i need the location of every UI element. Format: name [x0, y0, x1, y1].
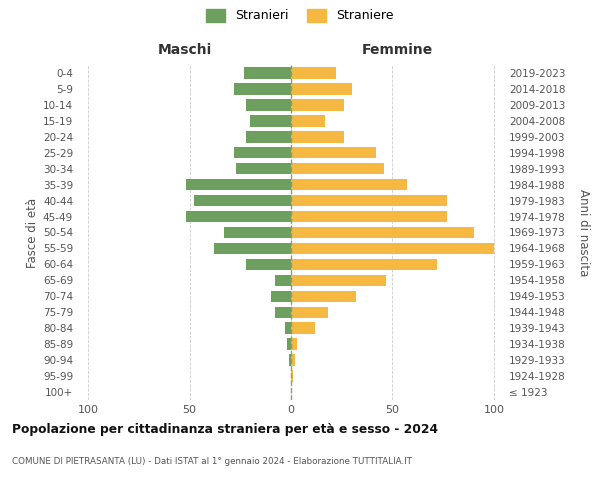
- Bar: [291, 195, 447, 206]
- Bar: [291, 131, 344, 142]
- Bar: [291, 354, 295, 366]
- Bar: [234, 147, 291, 158]
- Bar: [291, 290, 356, 302]
- Bar: [234, 83, 291, 94]
- Bar: [285, 322, 291, 334]
- Bar: [291, 99, 344, 110]
- Bar: [236, 163, 291, 174]
- Bar: [287, 338, 291, 350]
- Bar: [291, 115, 325, 126]
- Y-axis label: Fasce di età: Fasce di età: [26, 198, 39, 268]
- Bar: [185, 179, 291, 190]
- Bar: [185, 211, 291, 222]
- Bar: [291, 163, 385, 174]
- Bar: [194, 195, 291, 206]
- Bar: [247, 258, 291, 270]
- Y-axis label: Anni di nascita: Anni di nascita: [577, 189, 590, 276]
- Bar: [244, 67, 291, 78]
- Bar: [291, 306, 328, 318]
- Bar: [214, 242, 291, 254]
- Bar: [250, 115, 291, 126]
- Bar: [291, 67, 335, 78]
- Bar: [291, 211, 447, 222]
- Bar: [291, 242, 494, 254]
- Bar: [291, 227, 473, 238]
- Bar: [291, 147, 376, 158]
- Text: Popolazione per cittadinanza straniera per età e sesso - 2024: Popolazione per cittadinanza straniera p…: [12, 422, 438, 436]
- Bar: [271, 290, 291, 302]
- Text: Femmine: Femmine: [362, 42, 433, 56]
- Bar: [291, 83, 352, 94]
- Text: COMUNE DI PIETRASANTA (LU) - Dati ISTAT al 1° gennaio 2024 - Elaborazione TUTTIT: COMUNE DI PIETRASANTA (LU) - Dati ISTAT …: [12, 458, 412, 466]
- Bar: [291, 338, 297, 350]
- Text: Maschi: Maschi: [157, 42, 212, 56]
- Bar: [291, 258, 437, 270]
- Bar: [275, 274, 291, 286]
- Bar: [289, 354, 291, 366]
- Bar: [291, 370, 293, 382]
- Bar: [224, 227, 291, 238]
- Bar: [247, 131, 291, 142]
- Bar: [275, 306, 291, 318]
- Bar: [247, 99, 291, 110]
- Bar: [291, 274, 386, 286]
- Legend: Stranieri, Straniere: Stranieri, Straniere: [206, 8, 394, 22]
- Bar: [291, 322, 316, 334]
- Bar: [291, 179, 407, 190]
